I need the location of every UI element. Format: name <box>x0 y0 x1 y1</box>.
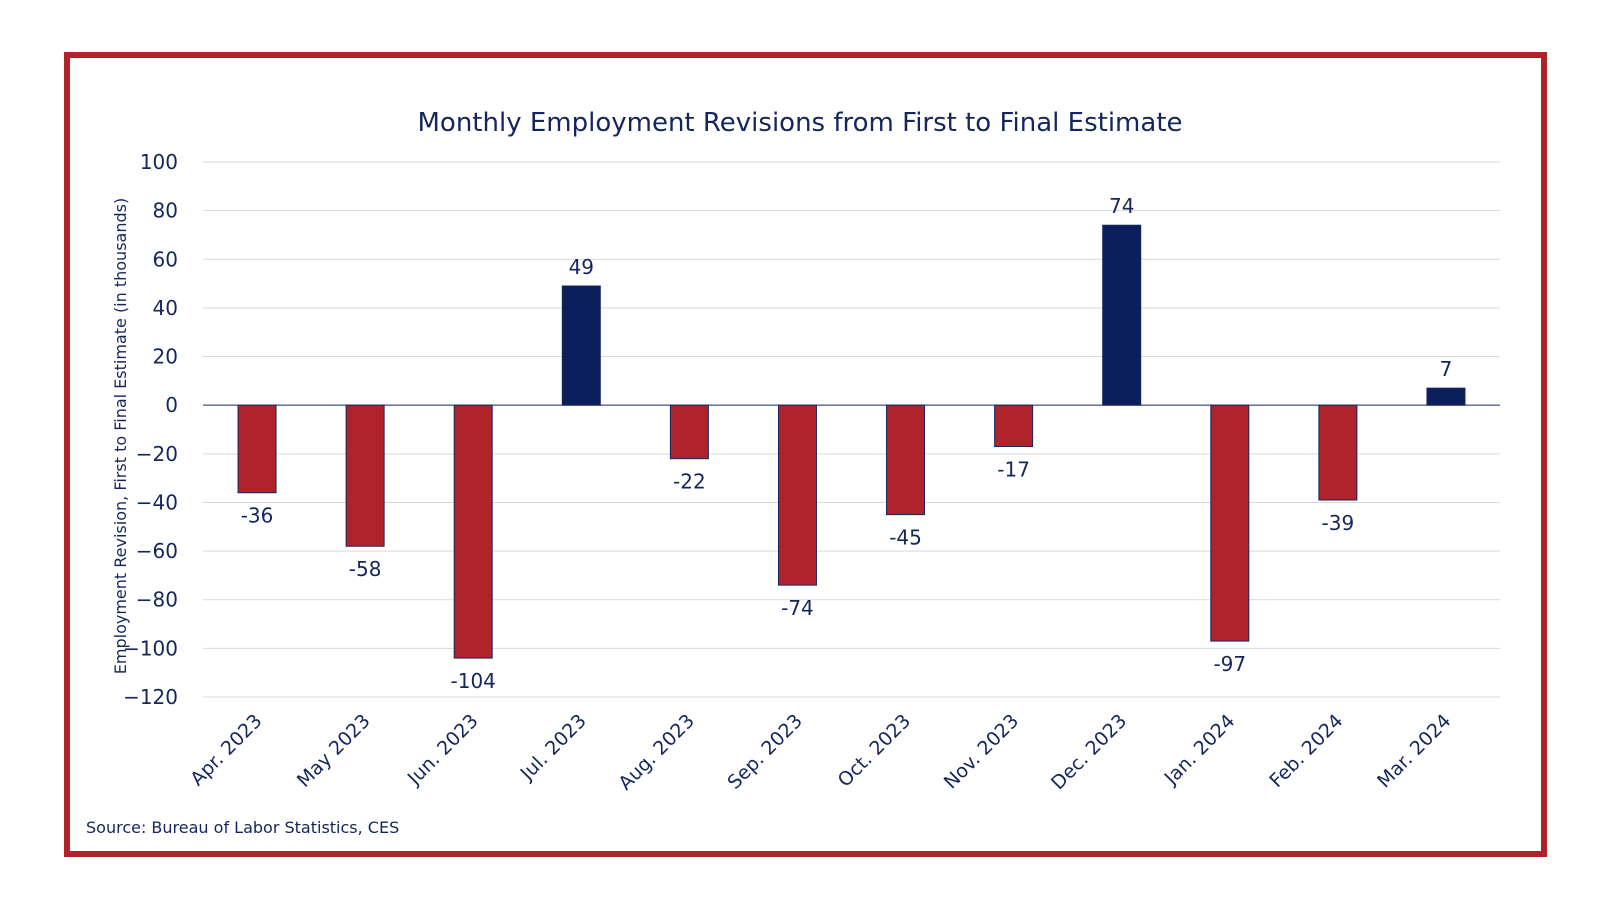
y-tick-label: 60 <box>153 247 178 271</box>
x-tick-label: Dec. 2023 <box>1047 710 1131 794</box>
bar <box>777 404 817 586</box>
bar <box>1102 224 1142 406</box>
y-tick-label: −120 <box>123 685 178 709</box>
x-tick-label: Feb. 2024 <box>1265 710 1347 792</box>
x-tick-label: Oct. 2023 <box>834 710 916 792</box>
bar <box>1426 387 1466 406</box>
data-label: -58 <box>349 557 382 581</box>
x-tick-label: Mar. 2024 <box>1373 710 1455 792</box>
y-tick-label: −20 <box>136 442 178 466</box>
x-tick-label: Jan. 2024 <box>1160 710 1240 790</box>
x-tick-label: May 2023 <box>293 710 375 792</box>
data-label: -74 <box>781 596 814 620</box>
chart-title: Monthly Employment Revisions from First … <box>417 108 1182 138</box>
source-note: Source: Bureau of Labor Statistics, CES <box>86 818 400 837</box>
bar <box>453 404 493 659</box>
data-label: 7 <box>1440 357 1453 381</box>
data-label: 74 <box>1109 194 1134 218</box>
bar <box>669 404 709 460</box>
bar <box>561 285 601 406</box>
x-tick-label: Sep. 2023 <box>723 710 807 794</box>
data-label: -45 <box>889 526 922 550</box>
data-label: -17 <box>997 458 1030 482</box>
bar <box>1318 404 1358 501</box>
y-tick-label: 0 <box>165 393 178 417</box>
y-tick-label: 100 <box>140 150 178 174</box>
bar <box>994 404 1034 448</box>
y-tick-label: −100 <box>123 636 178 660</box>
y-tick-label: 20 <box>153 345 178 369</box>
data-label: -97 <box>1213 652 1246 676</box>
y-tick-label: −80 <box>136 588 178 612</box>
bar <box>237 404 277 494</box>
bar <box>345 404 385 547</box>
data-label: -22 <box>673 470 706 494</box>
x-tick-label: Jul. 2023 <box>516 710 591 785</box>
data-label: -104 <box>451 669 496 693</box>
bar <box>886 404 926 516</box>
y-tick-label: −40 <box>136 490 178 514</box>
x-tick-label: Aug. 2023 <box>614 710 699 795</box>
data-label: -36 <box>241 504 274 528</box>
y-tick-label: 40 <box>153 296 178 320</box>
y-tick-label: 80 <box>153 199 178 223</box>
x-tick-label: Nov. 2023 <box>940 710 1023 793</box>
x-tick-label: Jun. 2023 <box>403 710 483 790</box>
bar <box>1210 404 1250 642</box>
y-axis-label: Employment Revision, First to Final Esti… <box>111 198 130 674</box>
data-label: -39 <box>1322 511 1355 535</box>
x-tick-label: Apr. 2023 <box>186 710 266 790</box>
y-tick-label: −60 <box>136 539 178 563</box>
data-label: 49 <box>569 255 594 279</box>
